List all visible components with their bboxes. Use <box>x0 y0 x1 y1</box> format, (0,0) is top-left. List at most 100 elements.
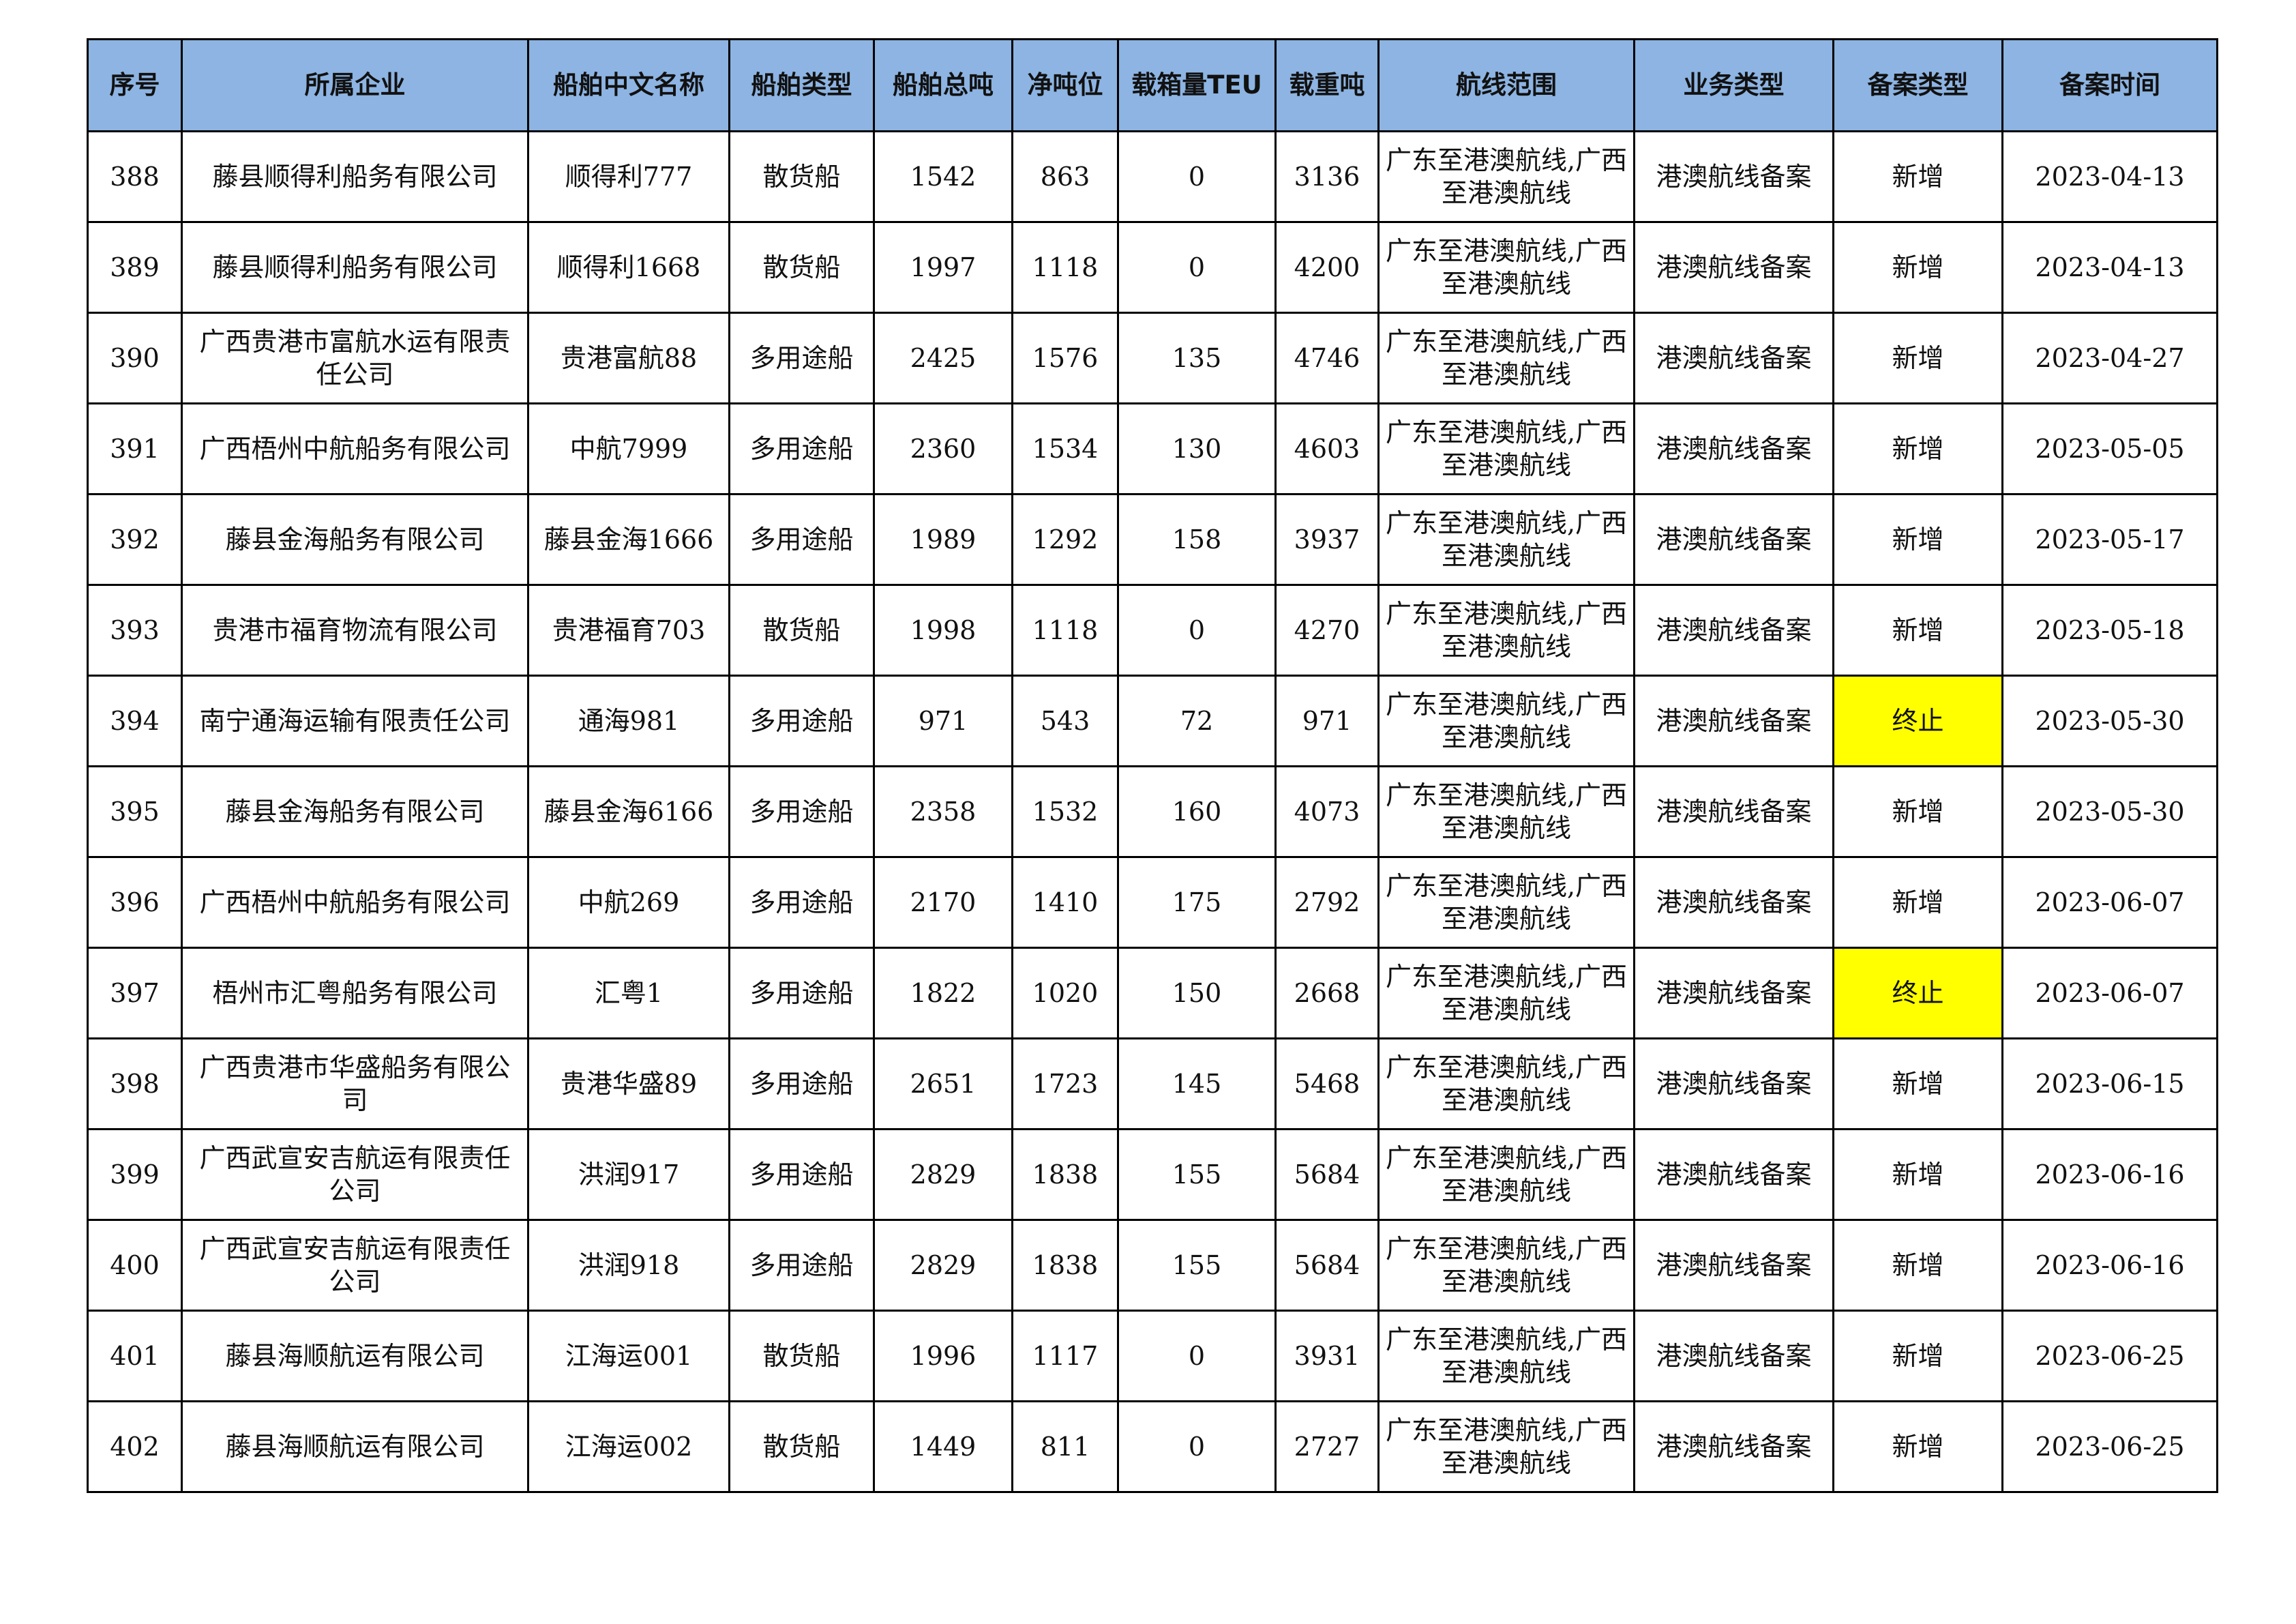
cell-net-tonnage: 1118 <box>1011 221 1119 314</box>
cell-seq: 397 <box>87 947 183 1039</box>
cell-route-scope: 广东至港澳航线,广西至港澳航线 <box>1377 856 1635 949</box>
cell-business-type: 港澳航线备案 <box>1633 765 1834 858</box>
cell-teu: 150 <box>1117 947 1277 1039</box>
cell-gross-tonnage: 1997 <box>873 221 1013 314</box>
cell-business-type: 港澳航线备案 <box>1633 312 1834 404</box>
cell-ship-type: 多用途船 <box>728 312 875 404</box>
cell-teu: 135 <box>1117 312 1277 404</box>
cell-seq: 396 <box>87 856 183 949</box>
cell-seq: 395 <box>87 765 183 858</box>
cell-company: 广西武宣安吉航运有限责任公司 <box>181 1219 529 1312</box>
cell-ship-type: 散货船 <box>728 221 875 314</box>
cell-seq: 394 <box>87 675 183 767</box>
table-row: 390 广西贵港市富航水运有限责任公司 贵港富航88 多用途船 2425 1576 135 4… <box>87 312 2218 404</box>
cell-gross-tonnage: 2425 <box>873 312 1013 404</box>
cell-ship-name: 通海981 <box>527 675 730 767</box>
cell-filing-date: 2023-04-27 <box>2001 312 2218 404</box>
cell-deadweight: 3937 <box>1274 493 1380 586</box>
cell-filing-date: 2023-05-05 <box>2001 402 2218 495</box>
cell-seq: 399 <box>87 1128 183 1221</box>
cell-net-tonnage: 1534 <box>1011 402 1119 495</box>
cell-ship-type: 散货船 <box>728 1400 875 1493</box>
cell-ship-name: 贵港华盛89 <box>527 1037 730 1130</box>
cell-filing-type: 新增 <box>1832 1219 2003 1312</box>
cell-ship-type: 多用途船 <box>728 402 875 495</box>
cell-ship-type: 散货船 <box>728 130 875 223</box>
cell-route-scope: 广东至港澳航线,广西至港澳航线 <box>1377 1400 1635 1493</box>
cell-ship-name: 中航7999 <box>527 402 730 495</box>
cell-company: 藤县海顺航运有限公司 <box>181 1310 529 1402</box>
cell-deadweight: 4746 <box>1274 312 1380 404</box>
cell-ship-name: 洪润917 <box>527 1128 730 1221</box>
header-net-tonnage: 净吨位 <box>1011 38 1119 132</box>
cell-seq: 400 <box>87 1219 183 1312</box>
cell-business-type: 港澳航线备案 <box>1633 221 1834 314</box>
cell-ship-type: 散货船 <box>728 584 875 677</box>
cell-seq: 390 <box>87 312 183 404</box>
cell-net-tonnage: 1118 <box>1011 584 1119 677</box>
cell-gross-tonnage: 2829 <box>873 1219 1013 1312</box>
cell-filing-date: 2023-04-13 <box>2001 221 2218 314</box>
cell-filing-date: 2023-06-16 <box>2001 1128 2218 1221</box>
header-ship-type: 船舶类型 <box>728 38 875 132</box>
cell-teu: 145 <box>1117 1037 1277 1130</box>
cell-teu: 0 <box>1117 1310 1277 1402</box>
cell-filing-date: 2023-06-25 <box>2001 1400 2218 1493</box>
cell-gross-tonnage: 2651 <box>873 1037 1013 1130</box>
cell-filing-type: 新增 <box>1832 856 2003 949</box>
cell-seq: 402 <box>87 1400 183 1493</box>
cell-filing-type: 新增 <box>1832 493 2003 586</box>
cell-ship-name: 洪润918 <box>527 1219 730 1312</box>
header-business-type: 业务类型 <box>1633 38 1834 132</box>
header-company: 所属企业 <box>181 38 529 132</box>
table-row: 402 藤县海顺航运有限公司 江海运002 散货船 1449 811 0 2727 广东至港澳航… <box>87 1400 2218 1493</box>
cell-filing-type: 终止 <box>1832 675 2003 767</box>
cell-deadweight: 4200 <box>1274 221 1380 314</box>
header-deadweight: 载重吨 <box>1274 38 1380 132</box>
cell-teu: 158 <box>1117 493 1277 586</box>
cell-net-tonnage: 1838 <box>1011 1219 1119 1312</box>
cell-route-scope: 广东至港澳航线,广西至港澳航线 <box>1377 1310 1635 1402</box>
table-row: 388 藤县顺得利船务有限公司 顺得利777 散货船 1542 863 0 3136 广东至港澳… <box>87 130 2218 223</box>
header-gross-tonnage: 船舶总吨 <box>873 38 1013 132</box>
cell-deadweight: 2792 <box>1274 856 1380 949</box>
cell-deadweight: 5684 <box>1274 1219 1380 1312</box>
cell-gross-tonnage: 971 <box>873 675 1013 767</box>
header-filing-date: 备案时间 <box>2001 38 2218 132</box>
cell-seq: 401 <box>87 1310 183 1402</box>
cell-company: 广西武宣安吉航运有限责任公司 <box>181 1128 529 1221</box>
cell-company: 广西梧州中航船务有限公司 <box>181 402 529 495</box>
cell-route-scope: 广东至港澳航线,广西至港澳航线 <box>1377 130 1635 223</box>
table-row: 392 藤县金海船务有限公司 藤县金海1666 多用途船 1989 1292 158 3937… <box>87 493 2218 586</box>
cell-seq: 389 <box>87 221 183 314</box>
header-ship-name: 船舶中文名称 <box>527 38 730 132</box>
cell-teu: 160 <box>1117 765 1277 858</box>
cell-filing-type: 新增 <box>1832 402 2003 495</box>
cell-net-tonnage: 811 <box>1011 1400 1119 1493</box>
cell-deadweight: 5684 <box>1274 1128 1380 1221</box>
table-body: 388 藤县顺得利船务有限公司 顺得利777 散货船 1542 863 0 3136 广东至港澳… <box>87 130 2218 1493</box>
cell-filing-date: 2023-06-07 <box>2001 856 2218 949</box>
ship-filing-table: 序号 所属企业 船舶中文名称 船舶类型 船舶总吨 净吨位 载箱量TEU 载重吨 航线范围 业务类型… <box>87 38 2218 1493</box>
cell-teu: 130 <box>1117 402 1277 495</box>
cell-ship-type: 多用途船 <box>728 675 875 767</box>
cell-company: 广西梧州中航船务有限公司 <box>181 856 529 949</box>
table-row: 399 广西武宣安吉航运有限责任公司 洪润917 多用途船 2829 1838 155 568… <box>87 1128 2218 1221</box>
cell-ship-name: 顺得利1668 <box>527 221 730 314</box>
cell-filing-date: 2023-06-16 <box>2001 1219 2218 1312</box>
cell-net-tonnage: 1838 <box>1011 1128 1119 1221</box>
cell-gross-tonnage: 1989 <box>873 493 1013 586</box>
cell-route-scope: 广东至港澳航线,广西至港澳航线 <box>1377 947 1635 1039</box>
cell-business-type: 港澳航线备案 <box>1633 1310 1834 1402</box>
table-row: 401 藤县海顺航运有限公司 江海运001 散货船 1996 1117 0 3931 广东至港澳… <box>87 1310 2218 1402</box>
cell-business-type: 港澳航线备案 <box>1633 947 1834 1039</box>
table-row: 394 南宁通海运输有限责任公司 通海981 多用途船 971 543 72 971 广东至港澳… <box>87 675 2218 767</box>
cell-deadweight: 5468 <box>1274 1037 1380 1130</box>
cell-net-tonnage: 1576 <box>1011 312 1119 404</box>
cell-route-scope: 广东至港澳航线,广西至港澳航线 <box>1377 1037 1635 1130</box>
cell-teu: 0 <box>1117 584 1277 677</box>
cell-gross-tonnage: 1996 <box>873 1310 1013 1402</box>
cell-company: 藤县顺得利船务有限公司 <box>181 130 529 223</box>
cell-filing-date: 2023-05-18 <box>2001 584 2218 677</box>
cell-ship-type: 多用途船 <box>728 1128 875 1221</box>
